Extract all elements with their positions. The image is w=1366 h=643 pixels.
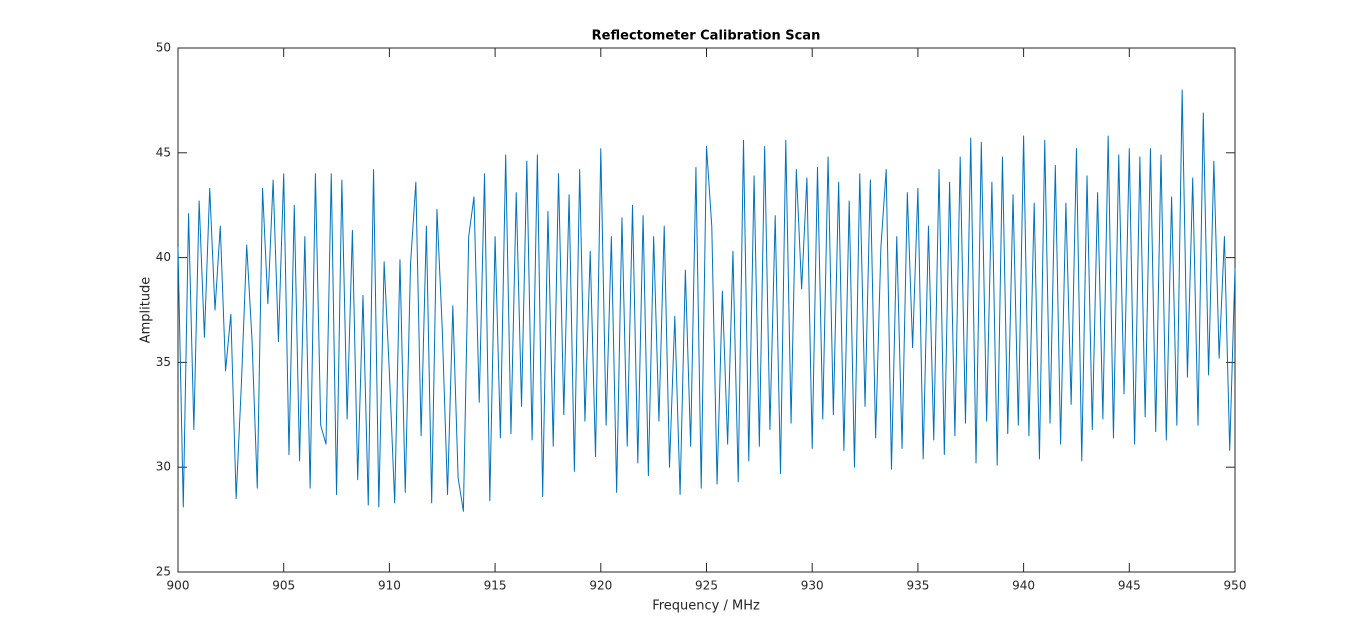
y-tick-label: 50 xyxy=(156,41,171,55)
x-tick-label: 935 xyxy=(906,579,929,593)
y-tick-label: 45 xyxy=(156,145,171,159)
x-tick-label: 925 xyxy=(695,579,718,593)
chart-title: Reflectometer Calibration Scan xyxy=(592,29,821,44)
x-tick-label: 945 xyxy=(1118,579,1141,593)
x-axis-label: Frequency / MHz xyxy=(652,599,760,614)
x-tick-label: 930 xyxy=(801,579,824,593)
y-tick-label: 40 xyxy=(156,250,171,264)
x-tick-label: 940 xyxy=(1012,579,1035,593)
y-axis-label: Amplitude xyxy=(139,277,154,344)
x-tick-label: 950 xyxy=(1224,579,1247,593)
data-line xyxy=(177,89,1236,512)
x-tick-label: 910 xyxy=(378,579,401,593)
y-tick-label: 25 xyxy=(156,565,171,579)
x-tick-label: 915 xyxy=(484,579,507,593)
x-tick-label: 920 xyxy=(589,579,612,593)
y-tick-label: 35 xyxy=(156,355,171,369)
x-tick-label: 905 xyxy=(272,579,295,593)
y-tick-label: 30 xyxy=(156,460,171,474)
x-tick-label: 900 xyxy=(167,579,190,593)
